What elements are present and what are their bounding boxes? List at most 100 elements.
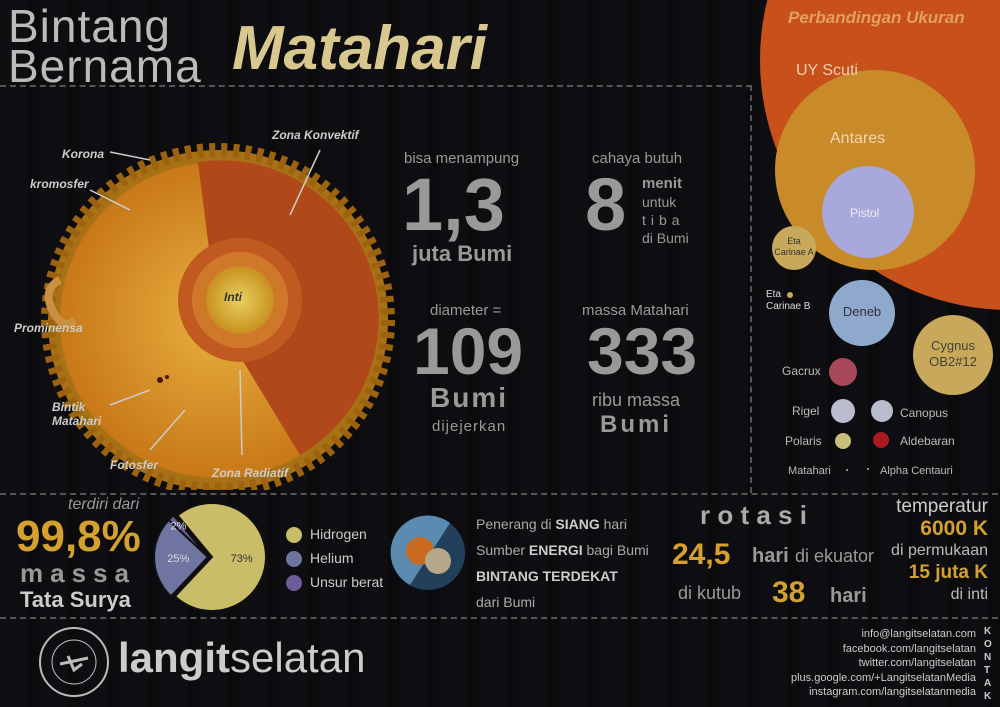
divider-right [750, 85, 752, 493]
label-kromosfer: kromosfer [30, 177, 89, 191]
contact-instagram[interactable]: instagram.com/langitselatanmedia [809, 686, 976, 698]
pie-slice-unsur-berat [167, 513, 209, 558]
rotation-eq-value: 24,5 [672, 538, 731, 571]
label-matahari: Matahari [788, 465, 831, 477]
mass-share-value: 99,8% [16, 512, 141, 561]
star-pistol [822, 166, 914, 258]
capacity-value: 1,3 [402, 163, 505, 246]
star-alpha-centauri [867, 468, 869, 470]
pie-slice-helium [153, 518, 210, 598]
title-line2: Bernama [8, 40, 202, 92]
light-post1: menit [642, 175, 683, 192]
temperature-surface-value: 6000 K [920, 517, 988, 540]
diameter-value: 109 [413, 314, 524, 388]
contact-title: K O N T A K [984, 626, 992, 702]
role-line-3: BINTANG TERDEKAT [476, 568, 618, 584]
langitselatan-logo [39, 627, 109, 697]
title-line1: Bintang [8, 0, 172, 52]
label-deneb: Deneb [842, 304, 882, 319]
rotation-title: r o t a s i [700, 500, 807, 530]
label-prominensa: Prominensa [14, 321, 83, 335]
role-line-1: Penerang di SIANG hari [476, 516, 627, 532]
contact-facebook[interactable]: facebook.com/langitselatan [842, 642, 976, 655]
label-canopus: Canopus [900, 406, 949, 420]
label-eta-carinae-b: Eta Carinae B [766, 289, 811, 312]
label-rigel: Rigel [792, 404, 820, 418]
star-gacrux [829, 358, 857, 386]
contact-list: info@langitselatan.com facebook.com/lang… [791, 627, 976, 700]
temperature-core-label: di inti [950, 586, 988, 603]
label-bintik: Bintik Matahari [52, 400, 102, 428]
label-alpha-centauri: Alpha Centauri [880, 465, 953, 477]
star-eta-carinae-a [772, 226, 816, 270]
roles-text: Penerang di SIANG hari Sumber ENERGI bag… [476, 511, 649, 615]
diameter-pre: diameter = [430, 302, 502, 319]
light-value: 8 [585, 163, 627, 246]
rotation-pole-unit: hari [830, 585, 867, 607]
rotation-eq-unit: hari [752, 545, 789, 567]
mass-share-post: Tata Surya [20, 587, 131, 612]
label-korona: Korona [62, 147, 104, 161]
label-fotosfer: Fotosfer [110, 458, 158, 472]
legend-item-unsur-berat: Unsur berat [286, 570, 383, 594]
pie-legend: Hidrogen Helium Unsur berat [286, 522, 383, 594]
contact-google-plus[interactable]: plus.google.com/+LangitselatanMedia [791, 671, 976, 684]
legend-item-helium: Helium [286, 546, 383, 570]
mass-post2: Bumi [600, 411, 672, 438]
divider-bottom [0, 617, 998, 619]
legend-swatch [286, 527, 302, 544]
label-pistol: Pistol [850, 206, 880, 220]
role-line-2: Sumber ENERGI bagi Bumi [476, 542, 649, 558]
legend-label: Unsur berat [310, 574, 384, 590]
light-post2: untuk [642, 194, 677, 210]
mass-share-mid: massa [20, 558, 136, 588]
mass-pre: massa Matahari [582, 302, 689, 319]
sunspot [157, 377, 163, 383]
diameter-post: Bumi [430, 382, 508, 413]
contact-email[interactable]: info@langitselatan.com [861, 628, 976, 640]
star-aldebaran [873, 432, 889, 448]
mass-share-pre: terdiri dari [68, 496, 140, 513]
temperature-surface-label: di permukaan [891, 542, 988, 559]
star-matahari [846, 469, 848, 471]
brand-bold: langit [118, 634, 230, 681]
composition-pie-chart: 73% 25% 2% [153, 502, 267, 612]
label-polaris: Polaris [785, 434, 822, 448]
temperature-core-value: 15 juta K [908, 562, 988, 583]
label-inti: Inti [224, 290, 242, 304]
label-gacrux: Gacrux [782, 364, 821, 378]
legend-label: Hidrogen [310, 526, 367, 542]
sun-diagram [41, 143, 395, 490]
role-line-4: dari Bumi [476, 594, 536, 610]
mass-value: 333 [587, 314, 698, 388]
label-uy-scuti: UY Scuti [796, 62, 858, 79]
divider-top [0, 85, 752, 87]
temperature-title: temperatur [896, 496, 988, 517]
star-deneb [829, 280, 895, 346]
brand-light: selatan [230, 634, 366, 681]
rotation-pole-value: 38 [772, 576, 806, 609]
legend-swatch [286, 575, 302, 592]
pie-slice-hidrogen [173, 502, 267, 612]
label-zona-konvektif: Zona Konvektif [272, 128, 359, 142]
brand-name: langitselatan [118, 634, 365, 682]
label-cygnus-ob2-12: Cygnus OB2#12 [929, 338, 977, 369]
star-canopus [871, 400, 893, 422]
label-antares: Antares [830, 130, 886, 147]
comparison-title: Perbandingan Ukuran [788, 8, 965, 27]
rotation-eq-label: di ekuator [795, 546, 875, 566]
divider-middle [0, 493, 998, 495]
capacity-pre: bisa menampung [404, 150, 520, 167]
light-post4: di Bumi [642, 230, 689, 246]
temperature-block: temperatur 6000 K di permukaan 15 juta K… [878, 496, 988, 606]
mass-post: ribu massa [592, 390, 681, 410]
star-rigel [831, 399, 855, 423]
pie-data-label: 73% [231, 553, 253, 565]
pie-data-label: 25% [167, 553, 189, 565]
label-zona-radiatif: Zona Radiatif [212, 466, 289, 480]
light-pre: cahaya butuh [592, 150, 683, 167]
contact-twitter[interactable]: twitter.com/langitselatan [858, 657, 976, 669]
title-highlight: Matahari [232, 14, 487, 83]
sun-core [206, 266, 274, 334]
legend-item-hidrogen: Hidrogen [286, 522, 383, 546]
